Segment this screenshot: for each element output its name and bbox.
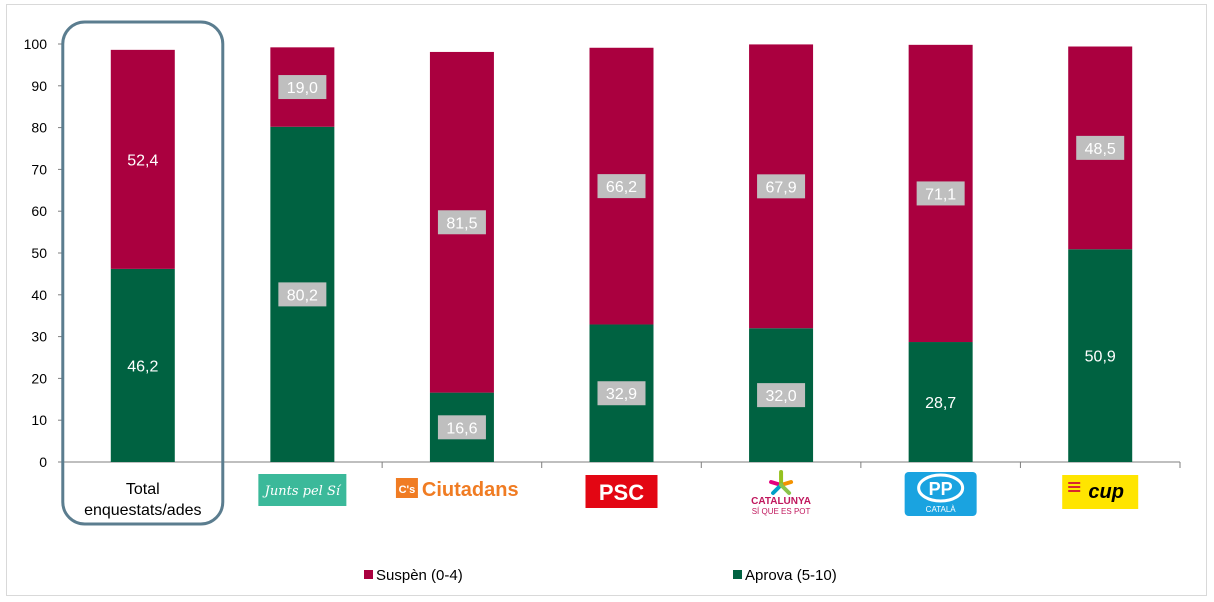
y-tick-label: 30 [31, 329, 47, 345]
data-label-box [757, 383, 806, 408]
y-tick-label: 80 [31, 120, 47, 136]
logo-catalunya-text: CATALUNYA [751, 496, 811, 507]
legend-label: Aprova (5-10) [745, 567, 837, 584]
y-tick-label: 60 [31, 203, 47, 219]
data-label: 67,9 [766, 179, 797, 196]
bar-aprova [1068, 249, 1133, 462]
y-tick-label: 0 [39, 454, 47, 470]
bar-suspen [110, 49, 175, 269]
legend-label: Suspèn (0-4) [376, 567, 463, 584]
data-label: 48,5 [1085, 141, 1116, 158]
logo-ciutadans-badge [395, 478, 418, 498]
y-tick-label: 20 [31, 370, 47, 386]
chart-frame [6, 4, 1207, 596]
legend-swatch [733, 570, 742, 579]
data-label-box [597, 174, 646, 199]
data-label: 16,6 [446, 420, 477, 437]
data-label-box [278, 282, 327, 307]
logo-pp-text: PP [929, 479, 953, 499]
logo-pp [904, 472, 977, 516]
y-tick-label: 40 [31, 287, 47, 303]
highlight-box [61, 20, 225, 526]
logo-ciutadans-text: Ciutadans [422, 479, 519, 501]
bar-aprova [908, 342, 973, 462]
y-tick-label: 100 [24, 36, 48, 52]
data-label-box [757, 174, 806, 199]
data-label-box [916, 181, 965, 206]
data-label: 50,9 [1085, 349, 1116, 366]
data-label: 46,2 [127, 358, 158, 375]
data-label: 19,0 [287, 80, 318, 97]
data-label: 80,2 [287, 287, 318, 304]
data-label: 32,0 [766, 388, 797, 405]
data-label-box [437, 210, 486, 235]
data-label-box [1076, 135, 1125, 160]
logo-cup-stripe [1068, 490, 1081, 492]
logo-catalunya-subtext: SÍ QUE ES POT [752, 507, 811, 516]
data-label: 71,1 [925, 186, 956, 203]
logo-junts-pel-si-text: Junts pel Sí [262, 484, 342, 499]
data-label: 32,9 [606, 386, 637, 403]
y-tick-label: 10 [31, 412, 47, 428]
bar-aprova [110, 268, 175, 462]
x-category-label: enquestats/ades [84, 502, 201, 519]
x-category-label: Total [126, 481, 160, 498]
logo-catalunya-star [779, 483, 792, 495]
logo-pp-ring [917, 473, 965, 503]
y-tick-label: 50 [31, 245, 47, 261]
data-label: 28,7 [925, 395, 956, 412]
logo-psc [585, 475, 658, 508]
logo-psc-text: PSC [599, 480, 644, 505]
legend-swatch [364, 570, 373, 579]
data-label-box [278, 75, 327, 100]
logo-ciutadans-badge-text: C's [399, 484, 416, 496]
y-tick-label: 90 [31, 78, 47, 94]
data-label: 52,4 [127, 152, 158, 169]
logo-pp-subtext: CATALÀ [926, 505, 957, 514]
logo-cup-stripe [1068, 482, 1081, 484]
logo-junts-pel-si [258, 474, 347, 506]
data-label-box [437, 415, 486, 440]
logo-cup-stripe [1068, 486, 1081, 488]
y-tick-label: 70 [31, 161, 47, 177]
data-label-box [597, 381, 646, 406]
logo-cup-text: cup [1088, 481, 1124, 503]
data-label: 81,5 [446, 215, 477, 232]
data-label: 66,2 [606, 179, 637, 196]
